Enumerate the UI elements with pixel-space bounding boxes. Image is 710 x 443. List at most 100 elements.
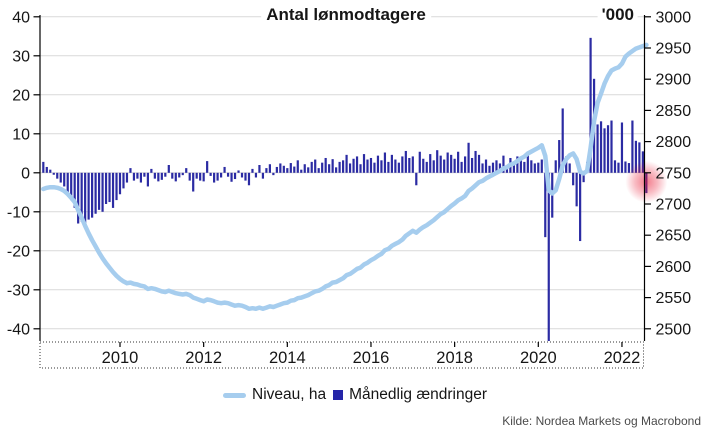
bar [397,162,400,173]
bar [328,164,331,173]
bar [157,172,160,182]
bar [143,172,146,177]
bar [317,168,320,173]
bar [213,172,216,183]
bar [87,172,90,220]
bar [467,142,470,173]
bar [331,159,334,173]
bar [52,172,55,175]
right-axis-label: 2600 [656,259,692,276]
bar [463,156,467,173]
bar [97,172,101,210]
x-axis-label: 2010 [102,349,139,367]
bar [411,156,414,173]
bar [223,166,226,173]
bar [373,162,376,173]
bar [572,172,575,186]
bar [240,172,244,178]
bar [293,166,296,173]
bar [265,168,268,173]
bar [63,172,66,187]
bar [216,172,219,181]
legend-item-maanedlig: Månedlig ændringer [333,386,487,404]
bar [610,120,613,173]
line-series-swatch-icon [223,392,247,398]
bar [268,164,271,173]
bar [505,166,509,173]
bar [352,158,355,173]
bar [512,164,515,173]
x-axis-label: 2018 [436,349,473,367]
right-axis-label: 2750 [656,165,692,182]
right-axis-label: 2800 [656,134,692,151]
bar [66,172,69,193]
bar [300,169,303,173]
left-axis-label: -40 [7,321,30,338]
bar [383,152,387,173]
bar [279,163,282,173]
bar [247,172,251,186]
bar [195,172,198,179]
bar [387,161,390,173]
bar [185,168,188,173]
bar [470,157,474,173]
bar [94,172,97,214]
bar [404,150,407,173]
bar [188,172,191,181]
bar [436,150,439,173]
bar [561,108,564,173]
chart-title: Antal lønmodtagere [261,5,431,25]
bar [59,172,62,183]
bar [77,172,80,224]
bar [481,163,484,173]
bar [226,172,230,177]
bar [359,164,362,173]
bar [380,160,383,173]
bar [530,160,533,173]
bar [101,172,104,212]
bar [164,172,167,177]
bar [108,172,111,203]
bar [56,172,59,179]
bar [136,172,139,179]
x-axis-label: 2022 [604,349,641,367]
x-axis-band [39,341,644,369]
bar [73,172,76,208]
bar [638,142,641,173]
right-axis-label: 2500 [656,321,692,338]
bar [289,163,292,173]
legend-label-niveau: Niveau, ha [252,386,327,403]
bar [324,157,327,173]
bar [275,166,278,173]
left-axis-label: 40 [12,9,30,26]
bar [122,172,125,189]
legend-item-niveau: Niveau, ha [223,386,326,404]
bar [502,155,505,173]
bar [457,151,460,173]
right-axis-label: 3000 [656,9,692,26]
bar [488,165,491,173]
left-axis-label: -10 [7,204,30,221]
bar [219,172,223,178]
bar [314,159,317,173]
bar [425,161,428,173]
bar [558,140,561,173]
bar-series-swatch-icon [333,390,344,400]
bar [439,155,442,173]
left-axis-label: -20 [7,243,30,260]
bar [606,125,610,173]
bar [617,162,620,173]
bar [516,156,519,173]
bar [181,172,184,176]
bar [310,161,313,173]
bar [355,156,359,173]
bar [348,163,352,173]
bar [111,172,115,208]
left-axis-label: -30 [7,282,30,299]
bar [118,172,122,195]
bar [104,172,108,204]
bar [254,172,258,178]
bar [498,163,502,173]
bar [408,157,411,173]
